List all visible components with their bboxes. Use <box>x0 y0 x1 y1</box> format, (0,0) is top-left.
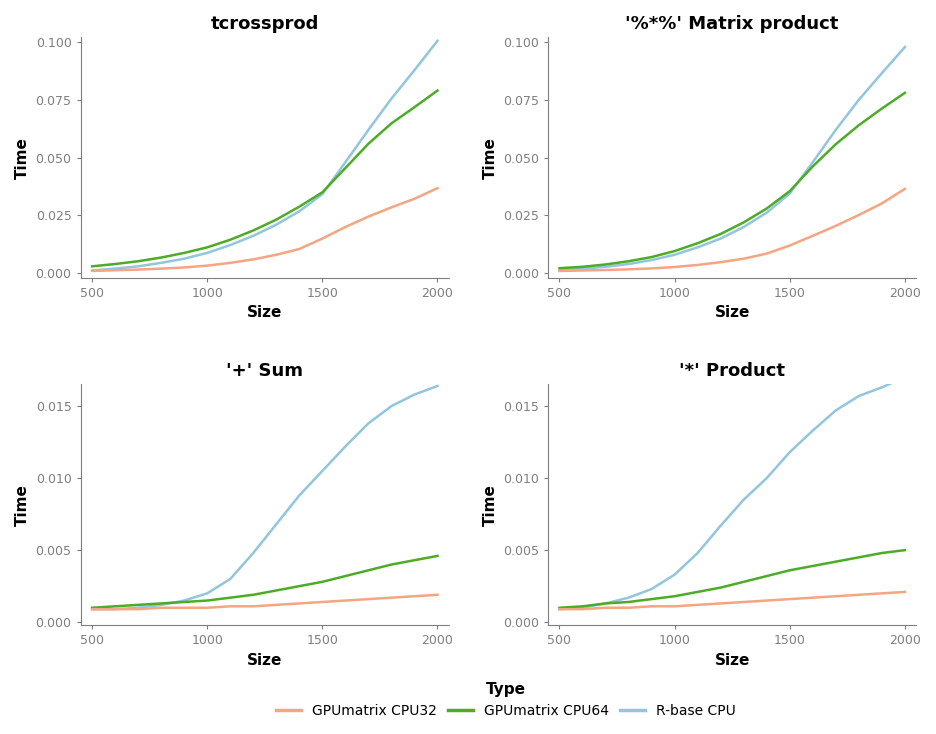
X-axis label: Size: Size <box>714 653 749 668</box>
Y-axis label: Time: Time <box>15 137 30 178</box>
Title: '*' Product: '*' Product <box>679 362 784 380</box>
Title: '+' Sum: '+' Sum <box>227 362 303 380</box>
Title: tcrossprod: tcrossprod <box>211 15 318 33</box>
Y-axis label: Time: Time <box>15 484 30 526</box>
X-axis label: Size: Size <box>247 305 282 321</box>
X-axis label: Size: Size <box>247 653 282 668</box>
Y-axis label: Time: Time <box>482 484 497 526</box>
Legend: GPUmatrix CPU32, GPUmatrix CPU64, R-base CPU: GPUmatrix CPU32, GPUmatrix CPU64, R-base… <box>271 676 740 724</box>
Y-axis label: Time: Time <box>482 137 497 178</box>
Title: '%*%' Matrix product: '%*%' Matrix product <box>625 15 838 33</box>
X-axis label: Size: Size <box>714 305 749 321</box>
